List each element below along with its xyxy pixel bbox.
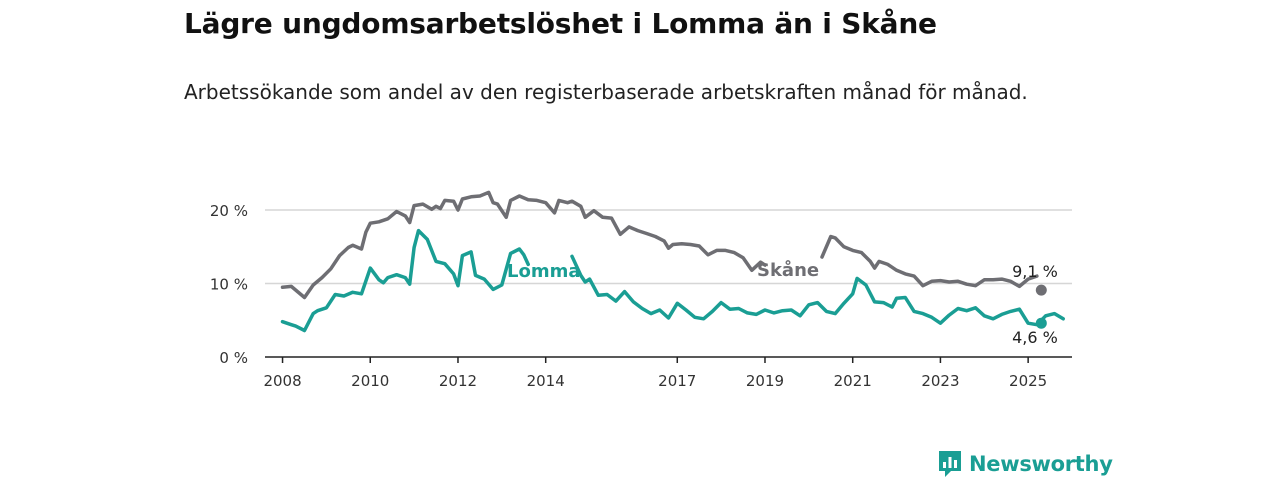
lomma-line-segment-2 (570, 254, 1065, 327)
y-tick-label: 0 % (219, 349, 248, 367)
chart-title: Lägre ungdomsarbetslöshet i Lomma än i S… (184, 7, 937, 40)
skane-end-point (1035, 284, 1047, 296)
skane-line-segment-2 (820, 234, 1039, 289)
newsworthy-logo: Newsworthy (937, 449, 1113, 479)
y-tick-label: 20 % (210, 202, 248, 220)
series-layer (280, 190, 1065, 333)
lomma-line-segment-1 (280, 228, 530, 333)
label-layer: Skåne Lomma 9,1 % 4,6 % (507, 259, 1058, 347)
lomma-series-label: Lomma (507, 261, 581, 282)
x-tick-label: 2021 (834, 372, 872, 390)
x-tick-label: 2017 (658, 372, 696, 390)
lomma-end-point (1035, 317, 1047, 329)
brand-name: Newsworthy (969, 452, 1113, 476)
axis-layer: 0 % 10 % 20 % 2008 2010 2012 2014 2017 2019 2021 2… (210, 202, 1072, 390)
skane-series-label: Skåne (757, 259, 819, 281)
x-tick-label: 2008 (263, 372, 301, 390)
y-tick-label: 10 % (210, 276, 248, 294)
chart-subtitle: Arbetssökande som andel av den registerb… (184, 80, 1028, 104)
grid-layer (265, 209, 1072, 285)
lomma-end-value-label: 4,6 % (1012, 328, 1058, 347)
x-tick-label: 2014 (527, 372, 565, 390)
x-tick-label: 2012 (439, 372, 477, 390)
x-tick-label: 2025 (1009, 372, 1047, 390)
skane-end-value-label: 9,1 % (1012, 262, 1058, 281)
x-tick-label: 2010 (351, 372, 389, 390)
newsworthy-logo-icon (939, 451, 961, 477)
x-tick-label: 2019 (746, 372, 784, 390)
skane-line-segment-1 (280, 190, 767, 300)
x-tick-label: 2023 (921, 372, 959, 390)
